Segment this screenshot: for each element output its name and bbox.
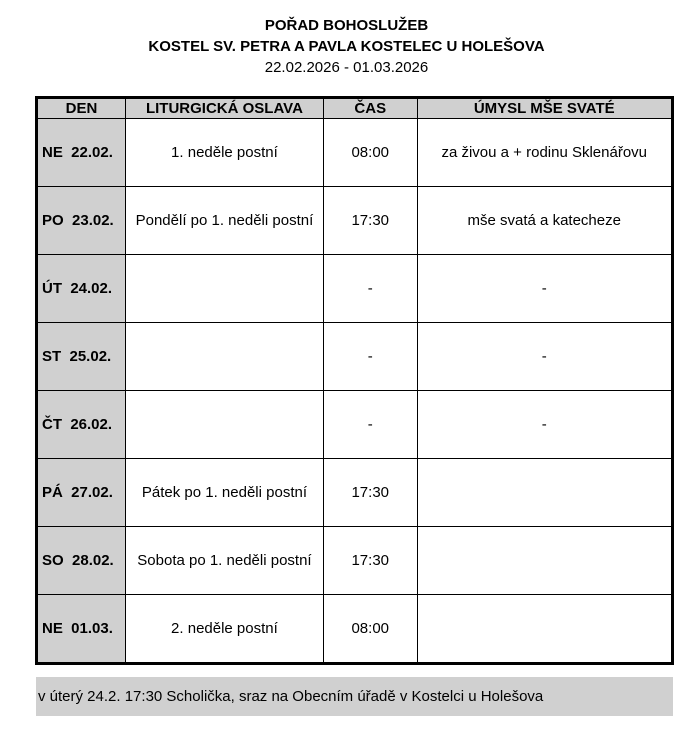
announcement: v úterý 24.2. 17:30 Scholička, sraz na O…	[36, 677, 673, 716]
intention-cell	[416, 458, 673, 527]
date-range: 22.02.2026 - 01.03.2026	[264, 59, 429, 76]
time-cell: 08:00	[322, 594, 418, 664]
day-cell: SO 28.02.	[36, 526, 126, 595]
celebration-cell: 2. neděle postní	[124, 594, 324, 664]
schedule-table: DEN LITURGICKÁ OSLAVA ČAS ÚMYSL MŠE SVAT…	[35, 96, 674, 665]
day-cell: ČT 26.02.	[36, 390, 126, 459]
day-cell: NE 01.03.	[36, 594, 126, 664]
celebration-cell: 1. neděle postní	[124, 118, 324, 187]
col-time: ČAS	[322, 97, 418, 119]
celebration-cell: Pátek po 1. neděli postní	[124, 458, 324, 527]
intention-cell: -	[416, 322, 673, 391]
time-cell: 17:30	[322, 186, 418, 255]
celebration-cell: Pondělí po 1. neděli postní	[124, 186, 324, 255]
time-cell: 17:30	[322, 458, 418, 527]
table-row: ČT 26.02. - -	[36, 390, 673, 459]
time-cell: 17:30	[322, 526, 418, 595]
table-row: PÁ 27.02. Pátek po 1. neděli postní 17:30	[36, 458, 673, 527]
celebration-cell	[124, 254, 324, 323]
intention-cell: mše svatá a katecheze	[416, 186, 673, 255]
day-cell: PO 23.02.	[36, 186, 126, 255]
church-name: KOSTEL SV. PETRA A PAVLA KOSTELEC U HOLE…	[148, 38, 545, 55]
table-row: NE 01.03. 2. neděle postní 08:00	[36, 594, 673, 664]
day-cell: ST 25.02.	[36, 322, 126, 391]
time-cell: -	[322, 390, 418, 459]
col-celebration: LITURGICKÁ OSLAVA	[124, 97, 324, 119]
intention-cell: -	[416, 390, 673, 459]
table-row: NE 22.02. 1. neděle postní 08:00 za živou a…	[36, 118, 673, 187]
intention-cell	[416, 594, 673, 664]
time-cell: -	[322, 254, 418, 323]
intention-cell	[416, 526, 673, 595]
doc-title: POŘAD BOHOSLUŽEB	[264, 17, 429, 34]
celebration-cell: Sobota po 1. neděli postní	[124, 526, 324, 595]
intention-cell: za živou a + rodinu Sklenářovu	[416, 118, 673, 187]
table-row: PO 23.02. Pondělí po 1. neděli postní 17:3…	[36, 186, 673, 255]
table-row: ST 25.02. - -	[36, 322, 673, 391]
celebration-cell	[124, 322, 324, 391]
celebration-cell	[124, 390, 324, 459]
table-row: ÚT 24.02. - -	[36, 254, 673, 323]
col-day: DEN	[36, 97, 126, 119]
col-intention: ÚMYSL MŠE SVATÉ	[416, 97, 673, 119]
table-row: SO 28.02. Sobota po 1. neděli postní 17:30	[36, 526, 673, 595]
table-header: DEN LITURGICKÁ OSLAVA ČAS ÚMYSL MŠE SVAT…	[36, 97, 673, 119]
intention-cell: -	[416, 254, 673, 323]
day-cell: NE 22.02.	[36, 118, 126, 187]
time-cell: 08:00	[322, 118, 418, 187]
day-cell: PÁ 27.02.	[36, 458, 126, 527]
time-cell: -	[322, 322, 418, 391]
day-cell: ÚT 24.02.	[36, 254, 126, 323]
